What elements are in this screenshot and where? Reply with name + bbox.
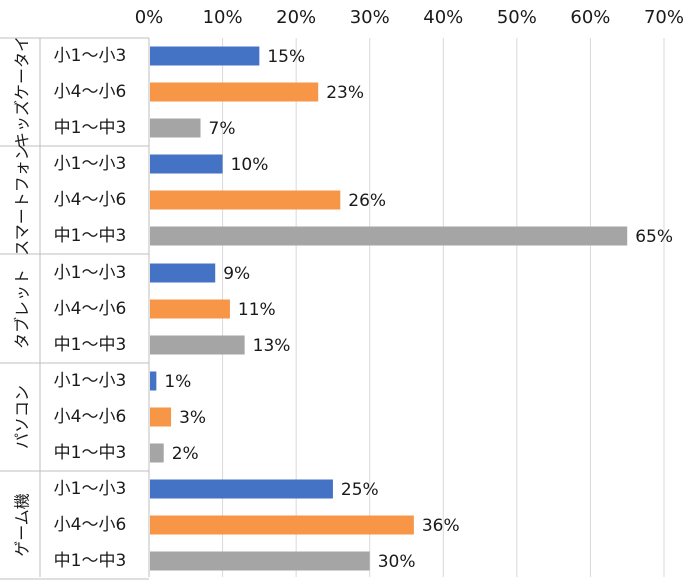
group-label: スマートフォン <box>13 144 32 256</box>
data-label: 3% <box>179 408 206 428</box>
data-label: 11% <box>238 300 276 320</box>
subcategory-label: 小4～小6 <box>54 299 127 319</box>
subcategory-label: 小1～小3 <box>54 46 127 66</box>
bar <box>150 226 628 246</box>
x-tick-label: 0% <box>135 7 164 28</box>
data-label: 10% <box>231 155 269 175</box>
bar <box>150 299 230 319</box>
data-label: 7% <box>209 119 236 139</box>
subcategory-label: 小4～小6 <box>54 407 127 427</box>
data-label: 30% <box>378 552 416 572</box>
x-tick-label: 70% <box>644 7 684 28</box>
group-label: キッズケータイ <box>13 36 32 148</box>
subcategory-label: 小1～小3 <box>54 154 127 174</box>
bar <box>150 443 164 463</box>
bar <box>150 46 260 66</box>
data-label: 13% <box>253 336 291 356</box>
subcategory-label: 中1～中3 <box>54 551 127 571</box>
subcategory-label: 中1～中3 <box>54 443 127 463</box>
bar <box>150 118 201 138</box>
data-label: 9% <box>223 264 250 284</box>
x-tick-label: 10% <box>203 7 243 28</box>
data-label: 1% <box>164 372 191 392</box>
group-label: タブレット <box>13 269 32 349</box>
subcategory-label: 小4～小6 <box>54 82 127 102</box>
bar <box>150 407 172 427</box>
subcategory-label: 小1～小3 <box>54 263 127 283</box>
group-label: ゲーム機 <box>13 493 32 557</box>
bar <box>150 263 216 283</box>
data-label: 65% <box>635 227 673 247</box>
subcategory-label: 小1～小3 <box>54 479 127 499</box>
x-tick-label: 60% <box>570 7 610 28</box>
bar <box>150 551 370 571</box>
x-tick-label: 20% <box>276 7 316 28</box>
data-label: 26% <box>348 191 386 211</box>
bar <box>150 335 245 355</box>
x-tick-label: 50% <box>497 7 537 28</box>
bar <box>150 190 341 210</box>
subcategory-label: 小4～小6 <box>54 515 127 535</box>
data-label: 2% <box>172 444 199 464</box>
bar <box>150 479 333 499</box>
bar <box>150 82 319 102</box>
bar <box>150 154 223 174</box>
subcategory-label: 小1～小3 <box>54 371 127 391</box>
subcategory-label: 中1～中3 <box>54 226 127 246</box>
subcategory-label: 小4～小6 <box>54 190 127 210</box>
group-label: パソコン <box>13 385 32 449</box>
data-label: 15% <box>267 47 305 67</box>
bar <box>150 371 157 391</box>
subcategory-label: 中1～中3 <box>54 118 127 138</box>
subcategory-label: 中1～中3 <box>54 335 127 355</box>
x-tick-label: 40% <box>423 7 463 28</box>
data-label: 25% <box>341 480 379 500</box>
data-label: 23% <box>326 83 364 103</box>
bar <box>150 515 414 535</box>
data-label: 36% <box>422 516 460 536</box>
x-tick-label: 30% <box>350 7 390 28</box>
